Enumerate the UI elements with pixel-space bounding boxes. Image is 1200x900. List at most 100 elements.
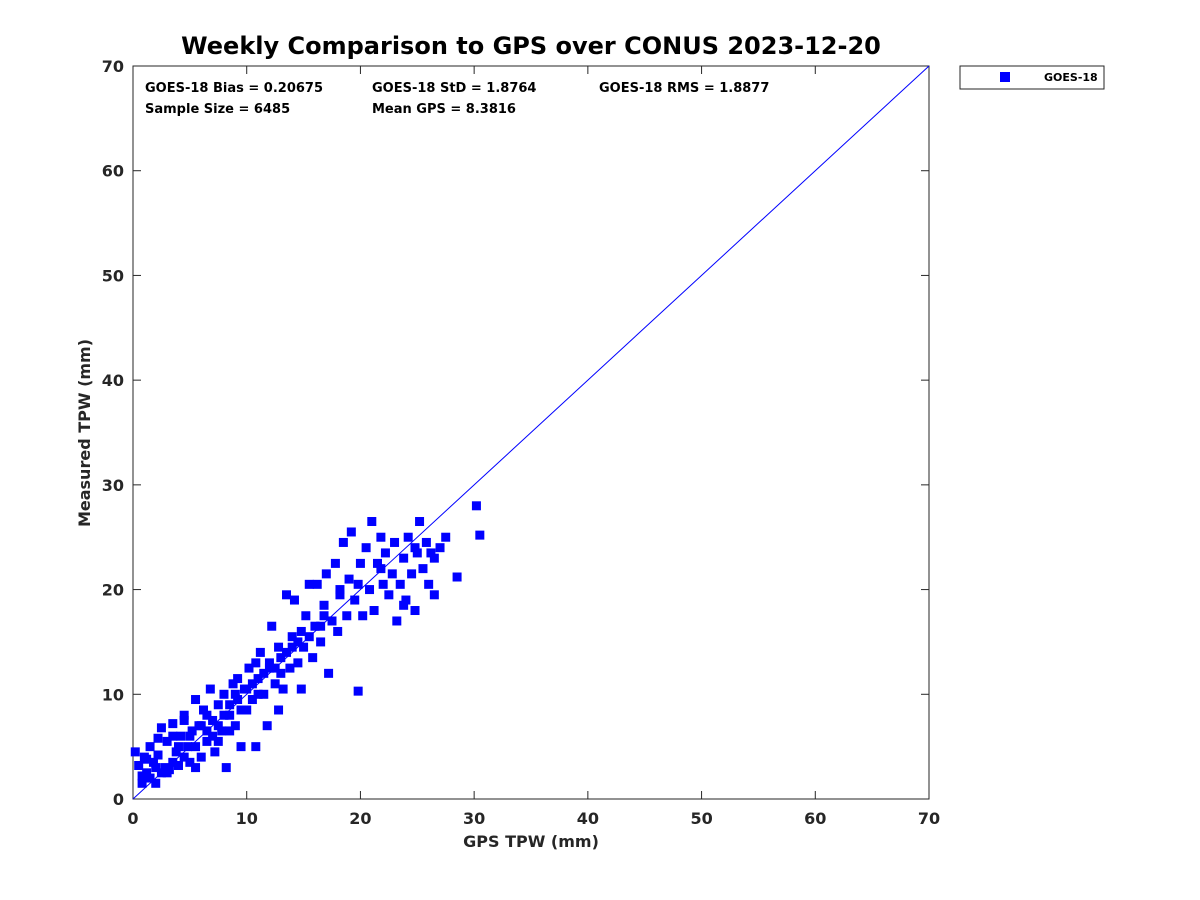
data-point <box>145 742 155 752</box>
data-point <box>372 558 382 568</box>
x-tick-label: 0 <box>127 809 138 828</box>
data-point <box>153 733 163 743</box>
data-point <box>390 537 400 547</box>
data-point <box>429 590 439 600</box>
data-point <box>342 611 352 621</box>
data-point <box>365 585 375 595</box>
stat-mean-gps: Mean GPS = 8.3816 <box>372 102 516 117</box>
data-point <box>137 778 147 788</box>
data-point <box>410 606 420 616</box>
data-point <box>333 626 343 636</box>
data-point <box>137 771 147 781</box>
y-tick-label: 10 <box>102 685 124 704</box>
data-point <box>179 710 189 720</box>
y-tick-label: 30 <box>102 476 124 495</box>
chart-title: Weekly Comparison to GPS over CONUS 2023… <box>181 32 881 60</box>
data-point <box>285 663 295 673</box>
data-point <box>185 757 195 767</box>
data-point <box>410 543 420 553</box>
data-point <box>452 572 462 582</box>
data-point <box>162 768 172 778</box>
data-point <box>187 726 197 736</box>
data-point <box>316 637 326 647</box>
data-point <box>407 569 417 579</box>
stat-std: GOES-18 StD = 1.8764 <box>372 81 536 96</box>
data-point <box>304 579 314 589</box>
x-tick-label: 10 <box>236 809 258 828</box>
data-point <box>156 723 166 733</box>
data-point <box>367 517 377 527</box>
data-point <box>225 710 235 720</box>
data-point <box>179 715 189 725</box>
data-point <box>191 763 201 773</box>
data-point <box>183 742 193 752</box>
data-point <box>316 621 326 631</box>
data-point <box>221 763 231 773</box>
data-point <box>191 742 201 752</box>
data-point <box>233 674 243 684</box>
x-tick-label: 20 <box>349 809 371 828</box>
data-point <box>210 747 220 757</box>
data-point <box>421 537 431 547</box>
data-point <box>353 579 363 589</box>
data-point <box>244 663 254 673</box>
data-point <box>247 679 257 689</box>
data-point <box>378 579 388 589</box>
data-point <box>270 663 280 673</box>
plot-area <box>132 65 930 800</box>
data-point <box>142 754 152 764</box>
y-tick-label: 60 <box>102 162 124 181</box>
data-point <box>412 548 422 558</box>
stat-bias: GOES-18 Bias = 0.20675 <box>145 81 323 96</box>
data-point <box>168 757 178 767</box>
x-axis-label: GPS TPW (mm) <box>463 832 599 851</box>
data-point <box>387 569 397 579</box>
data-point <box>213 721 223 731</box>
legend-box <box>959 65 1105 90</box>
data-point <box>282 590 292 600</box>
data-point <box>399 553 409 563</box>
data-point <box>276 668 286 678</box>
data-point <box>287 632 297 642</box>
data-point <box>171 747 181 757</box>
data-point <box>148 757 158 767</box>
y-tick-label: 40 <box>102 371 124 390</box>
data-point <box>264 658 274 668</box>
data-point <box>289 595 299 605</box>
data-point <box>358 611 368 621</box>
data-point <box>156 768 166 778</box>
data-point <box>350 595 360 605</box>
data-point <box>376 564 386 574</box>
data-point <box>236 742 246 752</box>
data-point <box>228 679 238 689</box>
data-point <box>213 700 223 710</box>
data-point <box>230 689 240 699</box>
data-point <box>395 579 405 589</box>
data-point <box>424 579 434 589</box>
y-tick-label: 70 <box>102 57 124 76</box>
data-point <box>219 689 229 699</box>
data-point <box>208 715 218 725</box>
data-point <box>168 731 178 741</box>
data-point <box>173 742 183 752</box>
data-point <box>293 637 303 647</box>
data-point <box>475 530 485 540</box>
data-point <box>205 684 215 694</box>
data-point <box>274 705 284 715</box>
data-point <box>319 611 329 621</box>
data-point <box>179 752 189 762</box>
data-point <box>225 726 235 736</box>
data-point <box>384 590 394 600</box>
data-point <box>304 632 314 642</box>
data-point <box>296 684 306 694</box>
y-axis-label: Measured TPW (mm) <box>75 339 94 527</box>
y-tick-label: 50 <box>102 266 124 285</box>
data-point <box>369 606 379 616</box>
data-point <box>361 543 371 553</box>
data-point <box>176 731 186 741</box>
data-point <box>429 553 439 563</box>
data-point <box>330 558 340 568</box>
data-point <box>403 532 413 542</box>
data-point <box>208 731 218 741</box>
